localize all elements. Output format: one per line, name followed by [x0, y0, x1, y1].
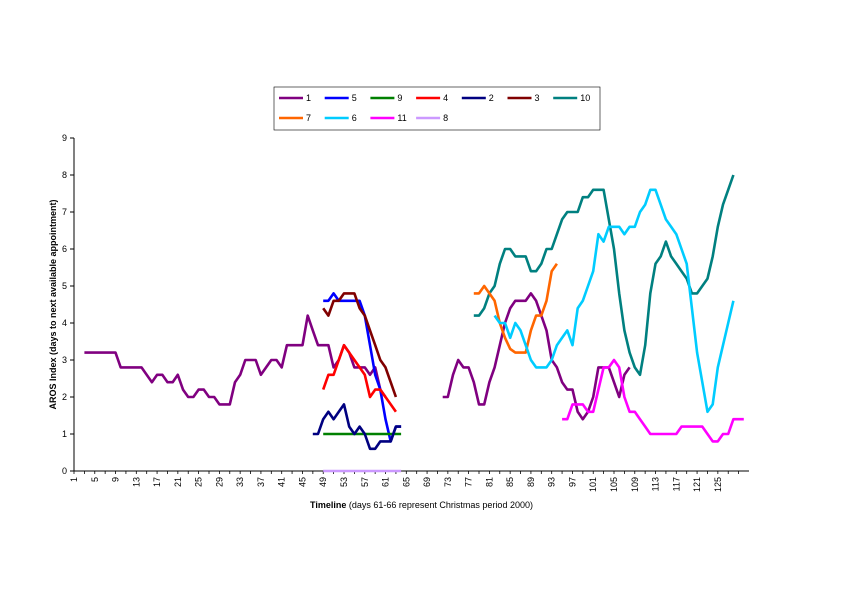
x-tick-label: 29: [214, 477, 224, 487]
y-tick-label: 6: [62, 244, 67, 254]
y-tick-label: 7: [62, 207, 67, 217]
series-line-3: [322, 292, 398, 398]
x-axis-title-bold: Timeline: [310, 500, 346, 510]
x-axis-title: Timeline (days 61-66 represent Christmas…: [310, 500, 533, 510]
x-tick-label: 41: [277, 477, 287, 487]
series-line-4: [321, 343, 397, 413]
x-tick-label: 125: [713, 477, 723, 492]
x-tick-label: 93: [547, 477, 557, 487]
x-tick-label: 97: [567, 477, 577, 487]
series-line-10: [473, 174, 735, 377]
legend-item-2: 2: [461, 93, 494, 103]
x-tick-label: 25: [194, 477, 204, 487]
legend-item-9: 9: [370, 93, 402, 103]
legend-label: 6: [352, 113, 357, 123]
legend-label: 11: [397, 113, 406, 123]
legend-item-8: 8: [416, 113, 448, 123]
legend-item-6: 6: [324, 113, 357, 123]
x-axis-title-note: (days 61-66 represent Christmas period 2…: [346, 500, 533, 510]
legend-label: 4: [443, 93, 448, 103]
series-line-1: [84, 314, 387, 406]
series-lines: [84, 174, 744, 473]
x-tick-label: 13: [131, 477, 141, 487]
series-line-11: [562, 358, 744, 443]
y-tick-label: 1: [62, 429, 67, 439]
x-tick-label: 21: [173, 477, 183, 487]
series-line-1: [442, 292, 631, 421]
legend-item-7: 7: [279, 113, 311, 123]
x-tick-label: 49: [318, 477, 328, 487]
x-tick-label: 33: [235, 477, 245, 487]
series-line-6: [493, 188, 735, 414]
x-tick-label: 57: [360, 477, 370, 487]
legend-label: 1: [306, 93, 311, 103]
x-tick-label: 65: [401, 477, 411, 487]
x-tick-label: 117: [671, 477, 681, 491]
x-tick-label: 77: [464, 477, 474, 487]
legend: 1 5 9 4 2 3 10 7 6 11 8: [273, 86, 601, 131]
x-tick-label: 81: [484, 477, 494, 487]
series-line-5: [323, 292, 402, 443]
y-tick-label: 3: [62, 355, 67, 365]
x-tick-label: 113: [651, 477, 661, 491]
legend-box: [273, 86, 601, 131]
x-tick-label: 45: [297, 477, 307, 487]
legend-item-10: 10: [553, 93, 590, 103]
legend-item-11: 11: [370, 113, 407, 123]
x-tick-label: 101: [588, 477, 598, 492]
x-tick-label: 37: [256, 477, 266, 487]
x-tick-label: 1: [69, 477, 79, 482]
y-tick-label: 2: [62, 392, 67, 402]
legend-label: 2: [489, 93, 494, 103]
legend-item-4: 4: [416, 93, 448, 103]
x-tick-label: 85: [505, 477, 515, 487]
x-tick-label: 109: [630, 477, 640, 492]
y-tick-label: 4: [62, 318, 67, 328]
x-tick-label: 105: [609, 477, 619, 492]
legend-label: 8: [443, 113, 448, 123]
legend-item-3: 3: [507, 93, 540, 103]
legend-label: 9: [397, 93, 402, 103]
legend-item-1: 1: [279, 93, 311, 103]
x-tick-label: 17: [152, 477, 162, 487]
x-tick-label: 69: [422, 477, 432, 487]
y-tick-label: 5: [62, 281, 67, 291]
x-tick-label: 5: [90, 477, 100, 482]
x-tick-label: 89: [526, 477, 536, 487]
legend-label: 10: [580, 93, 590, 103]
y-axis-title: AROS Index (days to next available appoi…: [48, 199, 58, 409]
y-tick-label: 9: [62, 133, 67, 143]
x-tick-label: 9: [111, 477, 121, 482]
y-tick-label: 0: [62, 466, 67, 476]
legend-label: 7: [306, 113, 311, 123]
y-tick-label: 8: [62, 170, 67, 180]
x-tick-label: 73: [443, 477, 453, 487]
x-tick-label: 121: [692, 477, 702, 492]
series-line-7: [473, 263, 558, 354]
legend-item-5: 5: [324, 93, 357, 103]
x-tick-label: 61: [381, 477, 391, 487]
legend-label: 3: [535, 93, 540, 103]
series-line-2: [312, 403, 402, 451]
legend-label: 5: [352, 93, 357, 103]
x-tick-label: 53: [339, 477, 349, 487]
